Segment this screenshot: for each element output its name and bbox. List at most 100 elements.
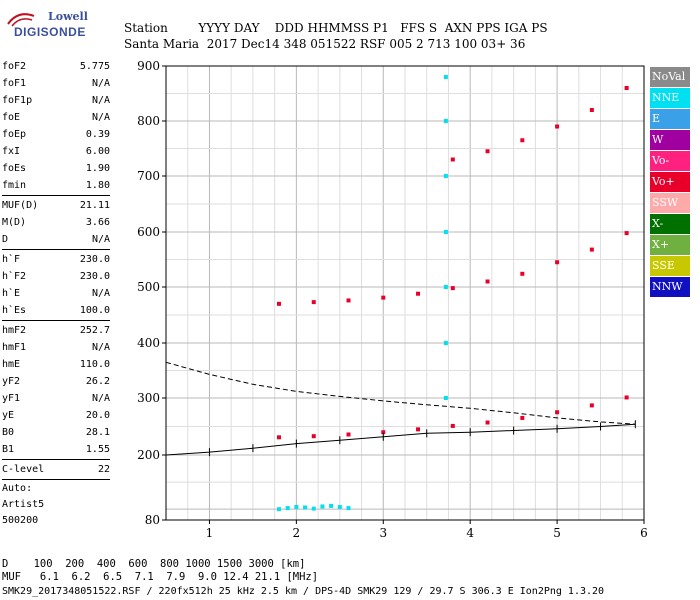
legend-item-e: E	[650, 109, 690, 129]
y-tick-label: 300	[137, 391, 160, 405]
point-nne	[303, 505, 308, 510]
point-nne	[329, 503, 334, 508]
y-tick-label: 800	[137, 114, 160, 128]
param-name: yE	[2, 410, 15, 421]
param-value: 0.39	[85, 129, 110, 140]
param-value: 22	[97, 464, 110, 475]
logo-arc	[7, 13, 35, 27]
point-vo	[624, 395, 629, 400]
param-name: hmF1	[2, 342, 27, 353]
param-row: h`F 230.0	[2, 251, 110, 268]
param-name: MUF(D)	[2, 200, 39, 211]
point-vo	[381, 295, 386, 300]
legend-item-vo: Vo-	[650, 151, 690, 171]
param-text: Artist5	[2, 499, 45, 510]
point-vo	[450, 157, 455, 162]
point-vo	[381, 430, 386, 435]
param-value: N/A	[91, 342, 110, 353]
param-value: 28.1	[85, 427, 110, 438]
point-vo	[311, 300, 316, 305]
x-tick-label: 4	[466, 526, 474, 540]
param-row: hmF1 N/A	[2, 339, 110, 356]
legend-item-nnw: NNW	[650, 277, 690, 297]
point-vo	[450, 286, 455, 291]
header-values: Santa Maria 2017 Dec14 348 051522 RSF 00…	[124, 37, 526, 51]
param-name: yF1	[2, 393, 21, 404]
point-nne	[320, 504, 325, 509]
point-vo	[485, 279, 490, 284]
point-nne	[276, 507, 281, 512]
param-value: N/A	[91, 234, 110, 245]
legend-item-vo: Vo+	[650, 172, 690, 192]
param-value: 21.11	[79, 200, 110, 211]
x-tick-label: 1	[206, 526, 214, 540]
param-name: foEs	[2, 163, 27, 174]
param-row: h`F2 230.0	[2, 268, 110, 285]
param-row: D N/A	[2, 231, 110, 248]
param-separator	[2, 249, 110, 250]
param-name: fmin	[2, 180, 27, 191]
param-value: 20.0	[85, 410, 110, 421]
param-name: C-level	[2, 464, 45, 475]
param-separator	[2, 320, 110, 321]
legend: NoVal NNE E W Vo- Vo+ SSW X- X+ SSE NNW	[650, 67, 690, 298]
digisonde-logo: Lowell DIGISONDE	[4, 8, 116, 44]
x-tick-label: 2	[293, 526, 301, 540]
legend-item-noval: NoVal	[650, 67, 690, 87]
logo-digisonde: DIGISONDE	[14, 25, 86, 39]
param-name: h`Es	[2, 305, 27, 316]
y-tick-label: 200	[137, 448, 160, 462]
param-row: yE 20.0	[2, 407, 110, 424]
param-row: foF2 5.775	[2, 58, 110, 75]
point-vo	[346, 432, 351, 437]
param-name: foF1p	[2, 95, 33, 106]
point-nne	[443, 75, 448, 79]
param-text: 500200	[2, 515, 39, 526]
y-tick-label: 600	[137, 225, 160, 239]
param-row: MUF(D) 21.11	[2, 197, 110, 214]
x-tick-label: 6	[640, 526, 648, 540]
param-name: foE	[2, 112, 21, 123]
point-vo	[276, 435, 281, 440]
legend-item-sse: SSE	[650, 256, 690, 276]
param-value: 230.0	[79, 254, 110, 265]
param-row: fmin 1.80	[2, 177, 110, 194]
point-vo	[520, 271, 525, 276]
y-tick-label: 500	[137, 280, 160, 294]
point-nne	[443, 341, 448, 345]
param-value: N/A	[91, 112, 110, 123]
param-name: h`E	[2, 288, 21, 299]
point-vo	[416, 291, 421, 296]
param-separator	[2, 459, 110, 460]
param-name: B0	[2, 427, 15, 438]
ionogram-plot: 1 2 3 4 5 6 80 200 300 400 500 600 700 800 900	[137, 59, 648, 540]
point-nne	[337, 505, 342, 509]
point-vo	[485, 420, 490, 425]
point-nne	[311, 506, 316, 511]
header-labels: Station YYYY DAY DDD HHMMSS P1 FFS S AXN…	[124, 21, 548, 35]
param-row: foF1 N/A	[2, 75, 110, 92]
footer-distance: D 100 200 400 600 800 1000 1500 3000 [km…	[2, 558, 306, 570]
param-value: 252.7	[79, 325, 110, 336]
legend-item-x: X-	[650, 214, 690, 234]
param-row: foEp 0.39	[2, 126, 110, 143]
param-value: 1.90	[85, 163, 110, 174]
param-value: 110.0	[79, 359, 110, 370]
param-text: Auto:	[2, 483, 33, 494]
point-vo	[555, 124, 560, 129]
legend-item-w: W	[650, 130, 690, 150]
param-value: N/A	[91, 288, 110, 299]
param-value: 26.2	[85, 376, 110, 387]
param-name: foEp	[2, 129, 27, 140]
point-nne	[294, 505, 299, 509]
param-row: hmF2 252.7	[2, 322, 110, 339]
param-row: B0 28.1	[2, 424, 110, 441]
y-tick-label: 700	[137, 169, 160, 183]
point-nne	[346, 506, 351, 511]
point-vo	[555, 410, 560, 415]
param-name: yF2	[2, 376, 21, 387]
param-value: 230.0	[79, 271, 110, 282]
point-nne	[443, 174, 448, 178]
param-row: h`E N/A	[2, 285, 110, 302]
legend-item-ssw: SSW	[650, 193, 690, 213]
